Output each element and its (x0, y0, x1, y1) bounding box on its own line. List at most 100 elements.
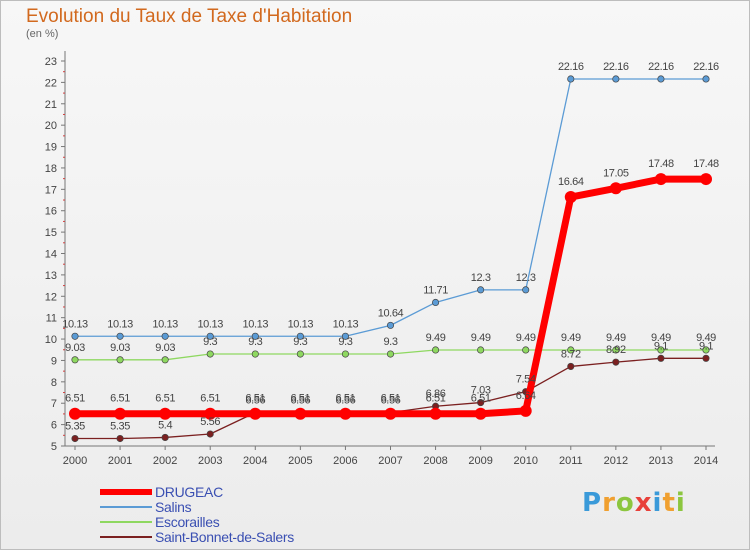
data-point (116, 434, 124, 443)
data-label: 9.49 (651, 332, 671, 344)
y-tick-label: 5 (51, 441, 57, 453)
data-label: 10.13 (62, 318, 88, 330)
data-label: 9.03 (110, 342, 130, 354)
data-point (564, 191, 577, 204)
data-label: 5.4 (158, 419, 172, 431)
data-label: 22.16 (558, 61, 584, 73)
data-point (116, 332, 124, 340)
data-label: 10.64 (378, 307, 404, 319)
y-tick-label: 17 (45, 184, 57, 196)
data-label: 6.51 (426, 393, 446, 405)
y-tick-label: 11 (46, 313, 57, 325)
data-label: 17.48 (648, 158, 674, 170)
series-line-drugeac (75, 175, 706, 418)
legend-label-salins: Salins (155, 499, 192, 515)
data-point (71, 356, 79, 364)
legend-swatch-drugeac (100, 489, 152, 495)
logo-letter-4: i (652, 488, 663, 518)
data-point (654, 173, 667, 186)
data-label: 12.3 (516, 272, 536, 284)
x-tick-label: 2005 (288, 455, 312, 467)
data-label: 7.03 (471, 385, 491, 397)
data-point (71, 332, 79, 340)
x-tick-label: 2002 (153, 455, 177, 467)
legend-swatch-salins (100, 506, 152, 508)
y-tick-label: 10 (45, 334, 57, 346)
data-label: 10.13 (288, 318, 314, 330)
data-label: 17.05 (603, 167, 629, 179)
y-tick-label: 16 (45, 206, 57, 218)
data-label: 9.49 (426, 332, 446, 344)
data-point (432, 346, 440, 354)
data-label: 6.51 (381, 393, 401, 405)
data-point (567, 346, 575, 354)
data-label: 9.03 (155, 342, 175, 354)
data-point (522, 346, 530, 354)
data-point (702, 354, 710, 362)
data-label: 9.49 (606, 332, 626, 344)
data-label: 6.51 (336, 393, 356, 405)
y-tick-label: 23 (45, 56, 57, 68)
data-point (116, 356, 124, 364)
x-tick-label: 2000 (63, 455, 87, 467)
x-tick-label: 2009 (468, 455, 492, 467)
data-label: 10.13 (152, 318, 178, 330)
data-point (161, 332, 169, 340)
data-point (522, 286, 530, 294)
y-tick-label: 20 (45, 120, 57, 132)
data-label: 9.49 (471, 332, 491, 344)
data-label: 6.56 (336, 395, 356, 407)
y-tick-label: 14 (45, 249, 57, 261)
chart-title: Evolution du Taux de Taxe d'Habitation (26, 6, 353, 27)
data-label: 9.3 (383, 336, 397, 348)
y-tick-label: 15 (45, 227, 57, 239)
data-point (700, 173, 712, 186)
logo-letter-1: r (602, 488, 616, 518)
x-tick-label: 2007 (378, 455, 402, 467)
data-label: 8.92 (606, 344, 626, 356)
data-point (249, 407, 262, 420)
legend-label-drugeac: DRUGEAC (155, 484, 223, 500)
data-label: 9.03 (65, 342, 85, 354)
data-point (386, 350, 395, 358)
logo-letter-6: i (675, 488, 686, 518)
data-point (206, 332, 214, 340)
series-line-salins (75, 78, 706, 337)
data-point (341, 332, 349, 340)
data-point (567, 75, 575, 83)
data-label: 16.64 (558, 176, 584, 188)
data-label: 6.51 (65, 393, 85, 405)
data-label: 9.49 (561, 332, 581, 344)
data-point (341, 350, 349, 358)
data-point (612, 358, 620, 366)
y-tick-label: 13 (45, 270, 57, 282)
data-point (71, 434, 79, 443)
data-point (477, 346, 485, 354)
data-label: 9.3 (203, 336, 217, 348)
data-point (519, 404, 532, 417)
data-label: 5.35 (110, 421, 130, 433)
data-point (161, 433, 169, 441)
data-point (609, 182, 622, 195)
data-label: 9.1 (654, 340, 668, 352)
x-tick-label: 2010 (513, 455, 537, 467)
data-label: 6.56 (245, 395, 265, 407)
data-point (657, 346, 665, 354)
data-point (477, 286, 485, 294)
data-point (294, 407, 307, 420)
data-point (204, 407, 217, 420)
x-tick-label: 2012 (604, 455, 628, 467)
data-point (161, 356, 169, 364)
data-point (477, 399, 485, 407)
data-point (702, 75, 710, 83)
data-label: 6.51 (471, 393, 491, 405)
data-label: 9.49 (696, 332, 716, 344)
data-point (386, 321, 395, 329)
data-label: 8.72 (561, 348, 581, 360)
data-label: 10.13 (107, 318, 133, 330)
legend-label-saint-bonnet-de-salers: Saint-Bonnet-de-Salers (155, 529, 294, 545)
y-tick-label: 18 (45, 163, 57, 175)
data-label: 6.56 (381, 395, 401, 407)
x-tick-label: 2011 (559, 455, 583, 467)
